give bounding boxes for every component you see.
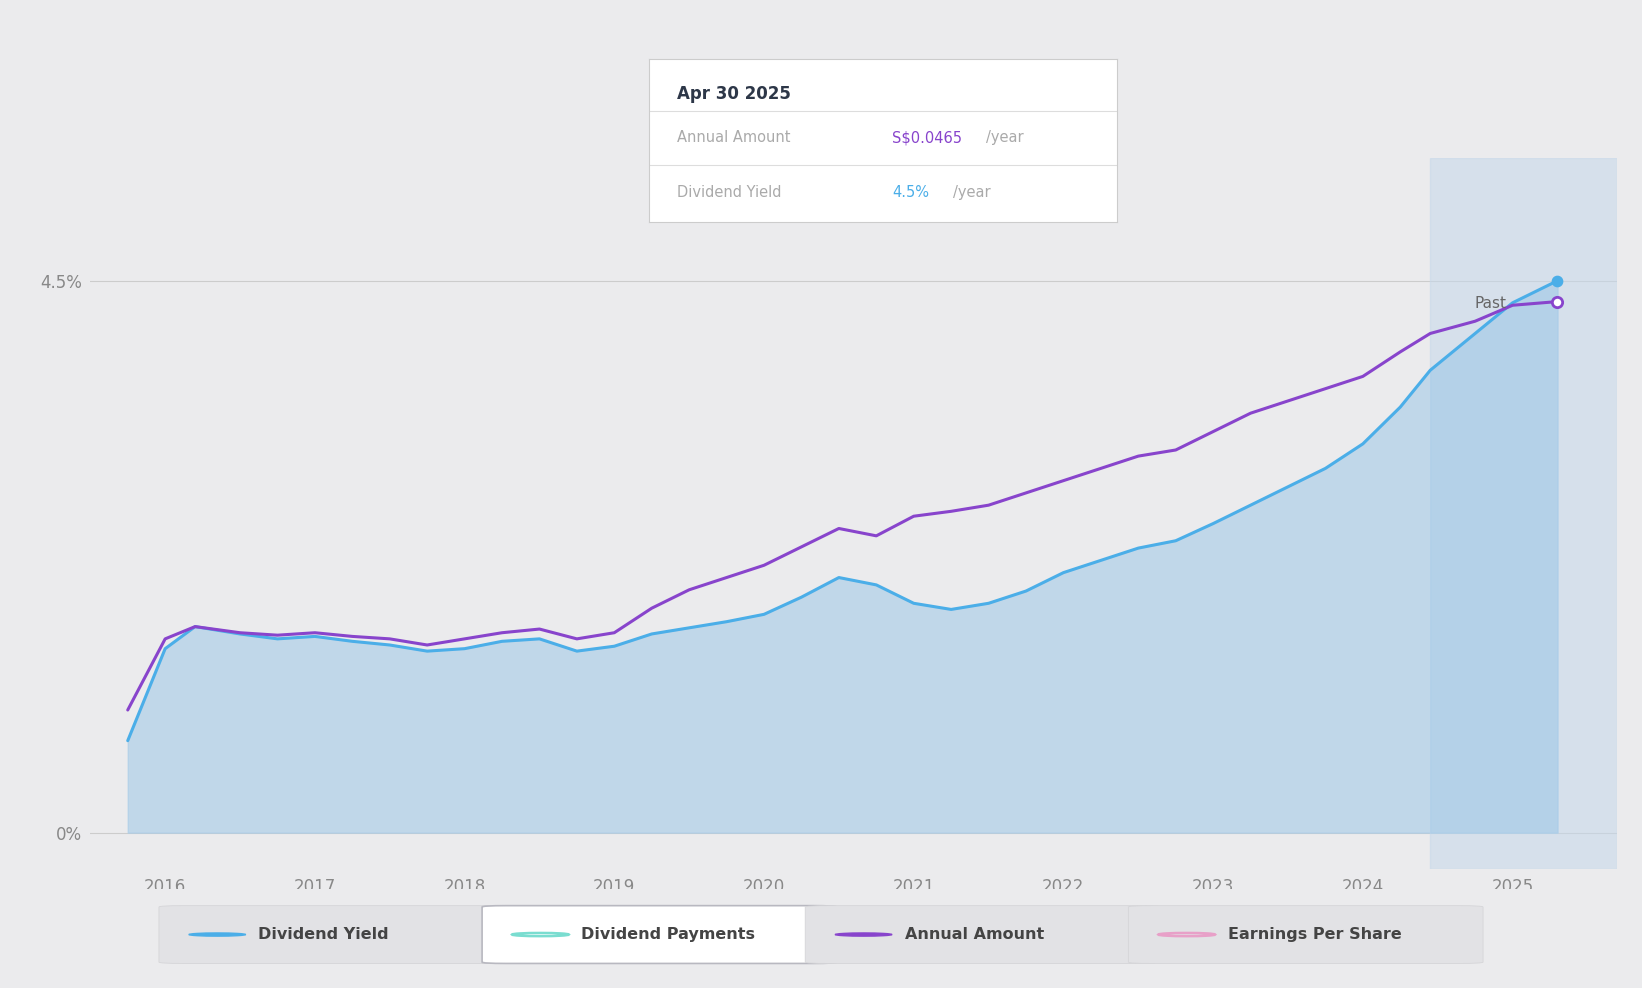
Circle shape: [836, 933, 892, 937]
Text: Past: Past: [1475, 296, 1506, 311]
FancyBboxPatch shape: [483, 906, 837, 963]
Point: [1545, 293, 1571, 309]
Text: 4.5%: 4.5%: [892, 186, 929, 201]
Point: [1545, 273, 1571, 288]
Bar: [1430, 158, 1617, 869]
Text: Annual Amount: Annual Amount: [905, 927, 1044, 942]
Circle shape: [189, 933, 246, 937]
Text: Annual Amount: Annual Amount: [677, 130, 790, 145]
Text: S$0.0465: S$0.0465: [892, 130, 962, 145]
Text: /year: /year: [952, 186, 990, 201]
Text: Dividend Payments: Dividend Payments: [581, 927, 755, 942]
FancyBboxPatch shape: [1128, 906, 1483, 963]
Text: Earnings Per Share: Earnings Per Share: [1228, 927, 1401, 942]
FancyBboxPatch shape: [159, 906, 514, 963]
Text: /year: /year: [985, 130, 1023, 145]
Text: Dividend Yield: Dividend Yield: [258, 927, 389, 942]
Text: Apr 30 2025: Apr 30 2025: [677, 85, 790, 104]
FancyBboxPatch shape: [805, 906, 1159, 963]
Text: Dividend Yield: Dividend Yield: [677, 186, 782, 201]
